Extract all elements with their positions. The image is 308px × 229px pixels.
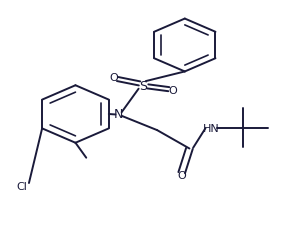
Text: S: S: [139, 79, 147, 92]
Text: N: N: [114, 108, 123, 121]
Text: O: O: [177, 170, 186, 180]
Text: HN: HN: [203, 123, 219, 133]
Text: O: O: [110, 73, 118, 83]
Text: O: O: [168, 85, 177, 95]
Text: Cl: Cl: [17, 182, 28, 192]
